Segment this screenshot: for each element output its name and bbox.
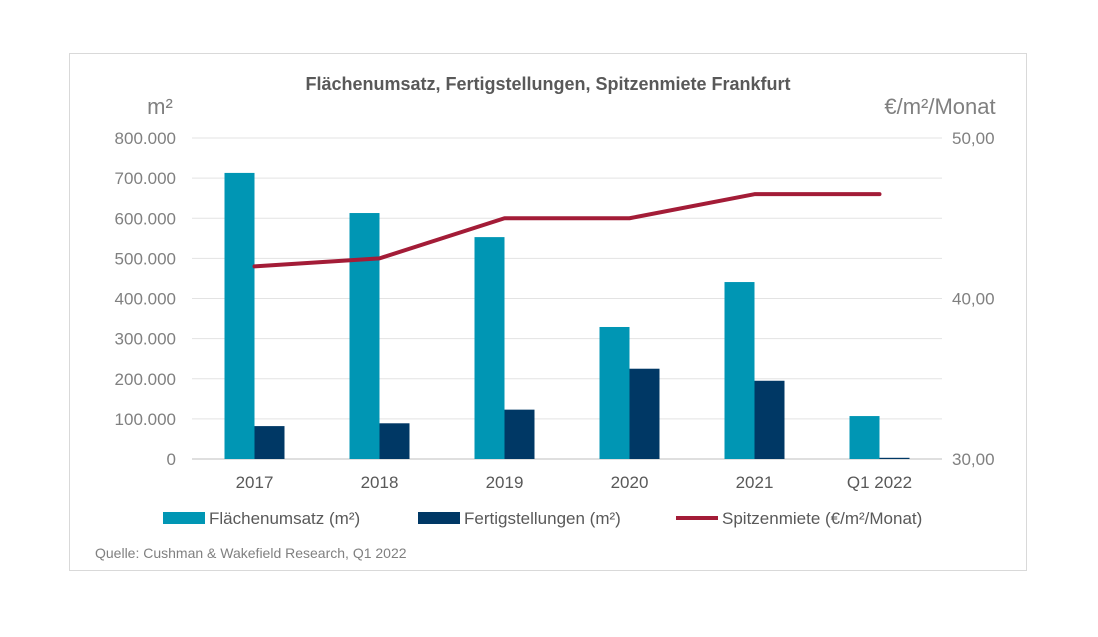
right-axis-unit: €/m²/Monat bbox=[884, 94, 995, 119]
left-tick-label: 300.000 bbox=[115, 330, 176, 349]
right-tick-label: 30,00 bbox=[952, 450, 995, 469]
x-tick-label: 2017 bbox=[236, 473, 274, 492]
x-tick-label: 2018 bbox=[361, 473, 399, 492]
bar-fertigstellungen bbox=[380, 423, 410, 459]
x-tick-label: 2020 bbox=[611, 473, 649, 492]
left-tick-label: 600.000 bbox=[115, 209, 176, 228]
x-tick-label: 2021 bbox=[736, 473, 774, 492]
bar-flaechenumsatz bbox=[225, 173, 255, 459]
rent-line-path bbox=[255, 194, 880, 266]
left-tick-label: 100.000 bbox=[115, 410, 176, 429]
left-axis-unit: m² bbox=[147, 94, 173, 119]
legend: Flächenumsatz (m²) Fertigstellungen (m²) S… bbox=[163, 509, 922, 528]
legend-swatch-bar bbox=[418, 512, 460, 524]
left-tick-label: 400.000 bbox=[115, 290, 176, 309]
right-tick-label: 50,00 bbox=[952, 129, 995, 148]
right-tick-label: 40,00 bbox=[952, 290, 995, 309]
chart-title: Flächenumsatz, Fertigstellungen, Spitzen… bbox=[305, 74, 790, 94]
bar-flaechenumsatz bbox=[600, 327, 630, 459]
gridlines bbox=[192, 138, 942, 459]
bar-flaechenumsatz bbox=[475, 237, 505, 459]
x-tick-label: 2019 bbox=[486, 473, 524, 492]
bar-fertigstellungen bbox=[255, 426, 285, 459]
bar-fertigstellungen bbox=[880, 458, 910, 459]
bar-fertigstellungen bbox=[755, 381, 785, 459]
left-tick-label: 800.000 bbox=[115, 129, 176, 148]
bar-flaechenumsatz bbox=[350, 213, 380, 459]
left-tick-label: 500.000 bbox=[115, 249, 176, 268]
rent-line bbox=[255, 194, 880, 266]
legend-label: Spitzenmiete (€/m²/Monat) bbox=[722, 509, 922, 528]
bar-flaechenumsatz bbox=[725, 282, 755, 459]
bar-fertigstellungen bbox=[630, 369, 660, 459]
right-axis-ticks: 30,00 40,00 50,00 bbox=[952, 129, 995, 469]
legend-label: Fertigstellungen (m²) bbox=[464, 509, 621, 528]
legend-swatch-bar bbox=[163, 512, 205, 524]
x-tick-label: Q1 2022 bbox=[847, 473, 912, 492]
source-note: Quelle: Cushman & Wakefield Research, Q1… bbox=[95, 545, 407, 561]
left-tick-label: 0 bbox=[167, 450, 176, 469]
bar-fertigstellungen bbox=[505, 410, 535, 459]
left-tick-label: 700.000 bbox=[115, 169, 176, 188]
left-axis-ticks: 0 100.000 200.000 300.000 400.000 500.000 600.… bbox=[115, 129, 176, 469]
bars bbox=[225, 173, 910, 459]
x-axis-ticks: 2017 2018 2019 2020 2021 Q1 2022 bbox=[236, 473, 913, 492]
left-tick-label: 200.000 bbox=[115, 370, 176, 389]
legend-label: Flächenumsatz (m²) bbox=[209, 509, 360, 528]
bar-flaechenumsatz bbox=[850, 416, 880, 459]
